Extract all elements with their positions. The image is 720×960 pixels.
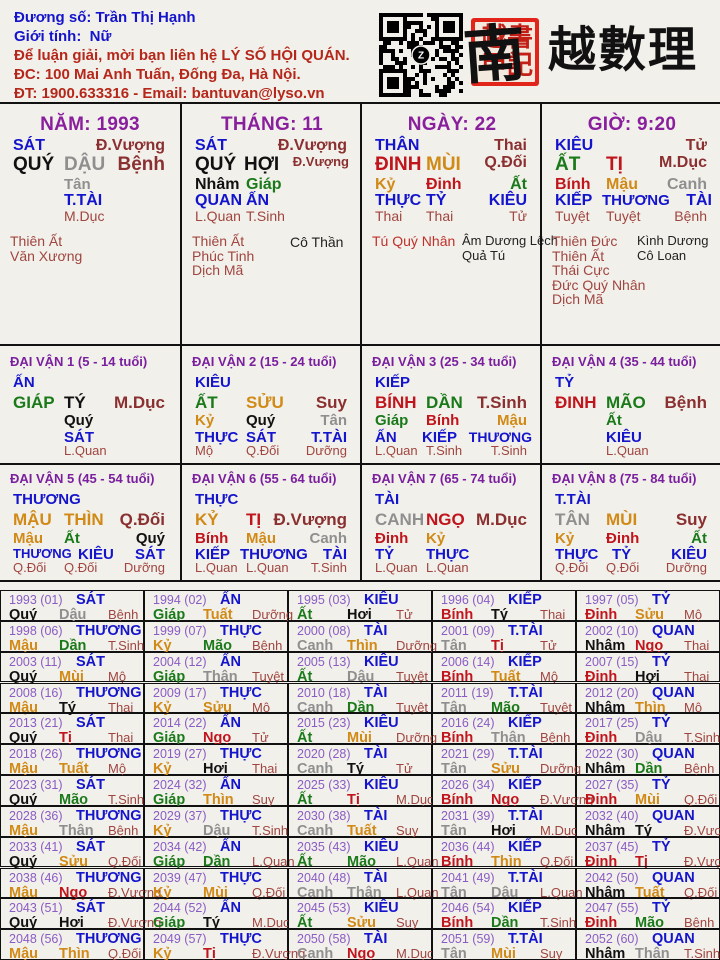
svg-text:Z: Z (418, 51, 424, 62)
